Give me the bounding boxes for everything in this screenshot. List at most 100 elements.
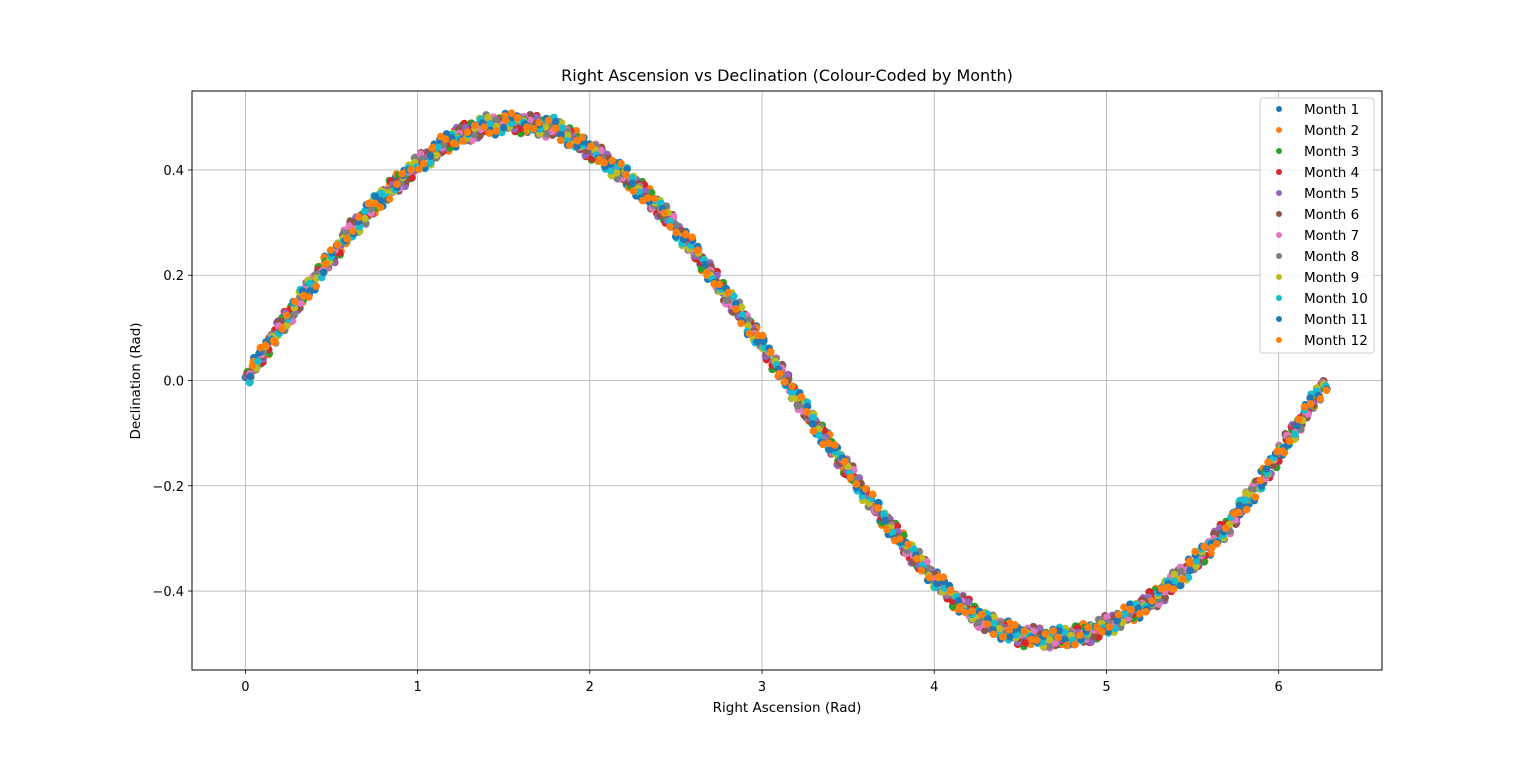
data-point [1264, 458, 1272, 467]
data-point [1063, 641, 1071, 650]
data-point [1161, 593, 1169, 602]
legend-label: Month 9 [1304, 270, 1359, 286]
data-point [551, 124, 560, 133]
data-point [558, 124, 566, 132]
data-point [516, 124, 524, 133]
data-point [1045, 635, 1054, 644]
data-point [745, 329, 754, 338]
data-point [744, 316, 753, 325]
data-point [1285, 437, 1294, 445]
data-point [428, 144, 437, 152]
data-point [793, 402, 802, 410]
data-point [426, 152, 435, 160]
data-point [874, 498, 882, 507]
data-point [622, 170, 630, 179]
data-point [753, 337, 761, 346]
data-point [296, 299, 305, 307]
data-point [544, 116, 553, 125]
data-point [371, 199, 379, 208]
data-point [617, 159, 625, 168]
x-tick-label: 2 [586, 680, 594, 695]
data-point [470, 130, 479, 139]
data-point [912, 554, 921, 563]
legend-label: Month 8 [1304, 249, 1359, 265]
y-tick-label: 0.4 [163, 164, 184, 179]
data-point [701, 260, 709, 269]
data-point [767, 348, 775, 356]
data-point [629, 187, 638, 195]
data-point [507, 109, 516, 117]
data-point [904, 540, 912, 549]
data-point [1306, 400, 1315, 408]
data-point [529, 125, 538, 133]
data-point [1093, 623, 1101, 631]
data-point [551, 118, 560, 126]
data-point [883, 525, 891, 534]
data-point [924, 564, 933, 573]
x-tick-label: 5 [1102, 680, 1110, 695]
data-point [364, 199, 373, 208]
data-point [824, 439, 833, 448]
legend-label: Month 11 [1304, 312, 1368, 328]
data-point [635, 188, 643, 197]
data-point [484, 113, 492, 122]
data-point [724, 288, 733, 297]
data-point [1191, 547, 1199, 556]
legend-marker [1276, 211, 1282, 217]
data-point [1256, 476, 1265, 485]
legend-label: Month 3 [1304, 144, 1359, 160]
data-point [909, 545, 918, 553]
data-point [650, 194, 659, 203]
data-point [641, 187, 650, 196]
data-point [946, 586, 955, 594]
legend-marker [1276, 232, 1282, 238]
data-point [1105, 623, 1114, 631]
data-point [333, 241, 342, 249]
data-point [485, 129, 494, 137]
data-point [441, 135, 450, 143]
data-point [1192, 562, 1200, 570]
data-point [840, 457, 849, 466]
data-point [628, 174, 637, 182]
x-tick-label: 3 [758, 680, 766, 695]
data-point [471, 121, 479, 130]
data-point [248, 361, 257, 370]
legend-marker [1276, 190, 1282, 196]
data-point [1295, 415, 1303, 424]
x-axis-label: Right Ascension (Rad) [713, 700, 862, 716]
data-point [361, 207, 369, 215]
data-point [245, 378, 254, 387]
data-point [759, 331, 767, 340]
data-point [408, 173, 416, 182]
data-point [732, 305, 740, 313]
data-point [933, 579, 941, 588]
legend-marker [1276, 295, 1282, 301]
x-tick-label: 1 [413, 680, 421, 695]
data-point [802, 408, 811, 416]
y-tick-label: 0.0 [163, 375, 184, 390]
data-point [688, 233, 696, 241]
data-point [715, 280, 724, 289]
data-point [939, 573, 948, 581]
data-point [1032, 636, 1041, 644]
data-point [291, 297, 299, 306]
data-point [1179, 575, 1187, 583]
legend-label: Month 5 [1304, 186, 1359, 202]
legend-marker [1276, 274, 1282, 280]
data-point [1120, 610, 1129, 618]
y-tick-label: −0.2 [152, 480, 184, 495]
data-point [1213, 540, 1221, 548]
data-point [999, 633, 1007, 641]
data-point [961, 608, 970, 617]
data-point [1221, 524, 1230, 532]
data-point [320, 268, 328, 277]
data-point [565, 141, 574, 150]
data-point [434, 143, 442, 152]
data-point [964, 598, 972, 606]
data-point [759, 337, 768, 346]
data-point [426, 159, 434, 167]
data-point [1291, 430, 1299, 438]
data-point [1045, 642, 1053, 650]
data-point [1061, 635, 1069, 644]
data-point [578, 133, 587, 142]
